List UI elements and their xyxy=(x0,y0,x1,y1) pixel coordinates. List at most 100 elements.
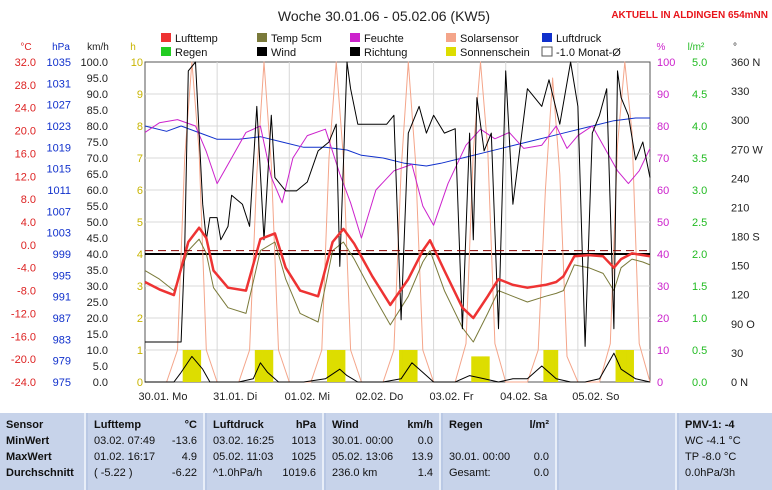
sunshine-bar xyxy=(626,350,631,382)
stats-pmv-head: PMV-1: -4 xyxy=(685,419,735,431)
hpa-tick-label: 983 xyxy=(53,334,71,346)
direction-tick-label: 240 xyxy=(731,173,749,185)
legend-swatch-temp5cm xyxy=(257,33,267,42)
wind-max-value: 13.9 xyxy=(411,451,433,463)
luftdruck-avg-value: 1019.6 xyxy=(282,467,316,479)
sunshine-bar xyxy=(482,356,487,382)
x-tick-label: 30.01. Mo xyxy=(139,391,188,403)
direction-axis-unit: ° xyxy=(733,42,737,53)
legend-label-lufttemp: Lufttemp xyxy=(175,33,218,45)
hpa-tick-label: 1011 xyxy=(47,185,71,197)
kmh-tick-label: 60.0 xyxy=(87,185,108,197)
legend-label-sonne: Sonnenschein xyxy=(460,47,530,59)
x-tick-label: 02.02. Do xyxy=(356,391,404,403)
hpa-tick-label: 1019 xyxy=(47,142,71,154)
direction-tick-label: 120 xyxy=(731,290,749,302)
stats-sensor-head: Sensor xyxy=(6,419,44,431)
percent-tick-label: 100 xyxy=(657,57,675,69)
legend-swatch-luftdruck xyxy=(542,33,552,42)
stats-empty-column xyxy=(559,413,677,490)
celsius-tick-label: 24.0 xyxy=(15,103,36,115)
kmh-tick-label: 15.0 xyxy=(87,329,108,341)
rain-tick-label: 1.0 xyxy=(692,313,707,325)
percent-tick-label: 50 xyxy=(657,217,669,229)
legend-swatch-lufttemp xyxy=(161,33,171,42)
stats-label-min: MinWert xyxy=(6,435,50,447)
hours-tick-label: 2 xyxy=(137,313,143,325)
hours-tick-label: 10 xyxy=(131,57,143,69)
luftdruck-trend: ^1.0hPa/h xyxy=(213,467,263,479)
kmh-tick-label: 55.0 xyxy=(87,201,108,213)
kmh-tick-label: 50.0 xyxy=(87,217,108,229)
legend-label-luftdruck: Luftdruck xyxy=(556,33,602,45)
rain-tick-label: 3.0 xyxy=(692,185,707,197)
celsius-tick-label: 20.0 xyxy=(15,126,36,138)
legend-label-wind: Wind xyxy=(271,47,296,59)
direction-tick-label: 210 xyxy=(731,202,749,214)
rain-tick-label: 2.0 xyxy=(692,249,707,261)
kmh-tick-label: 20.0 xyxy=(87,313,108,325)
kmh-tick-label: 90.0 xyxy=(87,89,108,101)
pmv-dewpoint: TP -8.0 °C xyxy=(685,451,737,463)
hours-tick-label: 5 xyxy=(137,217,143,229)
legend: Lufttemp Temp 5cm Feuchte Solarsensor Luftdr… xyxy=(161,33,621,59)
sunshine-bar xyxy=(399,350,404,382)
x-tick-label: 31.01. Di xyxy=(213,391,257,403)
legend-swatch-feuchte xyxy=(350,33,360,42)
kmh-axis-unit: km/h xyxy=(87,42,109,53)
rain-axis-unit: l/m² xyxy=(688,42,705,53)
kmh-tick-label: 45.0 xyxy=(87,233,108,245)
stats-pmv-column: PMV-1: -4 WC -4.1 °C TP -8.0 °C 0.0hPa/3… xyxy=(679,413,772,490)
hours-tick-label: 1 xyxy=(137,345,143,357)
sunshine-bar xyxy=(186,350,191,382)
hours-tick-label: 8 xyxy=(137,121,143,133)
rain-tick-label: 3.5 xyxy=(692,153,707,165)
sunshine-bar xyxy=(269,350,274,382)
series-lines xyxy=(144,61,651,383)
hours-tick-label: 7 xyxy=(137,153,143,165)
stats-lufttemp-column: Lufttemp °C 03.02. 07:49 -13.6 01.02. 16:1… xyxy=(88,413,205,490)
wind-distance: 236.0 km xyxy=(332,467,378,479)
percent-tick-label: 80 xyxy=(657,121,669,133)
rain-tick-label: 0.5 xyxy=(692,345,707,357)
sunshine-bar xyxy=(182,350,187,382)
sunshine-bar xyxy=(402,350,407,382)
weather-chart: Woche 30.01.06 - 05.02.06 (KW5) AKTUELL … xyxy=(0,0,772,413)
x-tick-label: 03.02. Fr xyxy=(430,391,474,403)
kmh-tick-label: 70.0 xyxy=(87,153,108,165)
series-richtung xyxy=(145,61,651,347)
kmh-tick-label: 25.0 xyxy=(87,297,108,309)
sunshine-bar xyxy=(615,350,620,382)
legend-label-temp5cm: Temp 5cm xyxy=(271,33,322,45)
legend-swatch-solar xyxy=(446,33,456,42)
lufttemp-min-value: -13.6 xyxy=(171,435,197,447)
hpa-tick-label: 995 xyxy=(53,270,71,282)
percent-axis-unit: % xyxy=(657,42,666,53)
series-luftdruck xyxy=(144,117,650,167)
sunshine-bar xyxy=(254,350,259,382)
hpa-tick-label: 1035 xyxy=(47,57,71,69)
sunshine-bar xyxy=(406,350,411,382)
hpa-tick-label: 999 xyxy=(53,249,71,261)
kmh-tick-label: 10.0 xyxy=(87,345,108,357)
pmv-windchill: WC -4.1 °C xyxy=(685,435,741,447)
stats-label-max: MaxWert xyxy=(6,451,52,463)
direction-tick-label: 330 xyxy=(731,86,749,98)
hours-axis-unit: h xyxy=(130,42,136,53)
hpa-tick-label: 1003 xyxy=(47,228,71,240)
chart-title: Woche 30.01.06 - 05.02.06 (KW5) xyxy=(278,8,490,24)
kmh-tick-label: 80.0 xyxy=(87,121,108,133)
series-feuchte xyxy=(144,119,651,239)
celsius-tick-label: 0.0 xyxy=(21,240,36,252)
wind-min-time: 30.01. 00:00 xyxy=(332,435,394,447)
percent-tick-label: 10 xyxy=(657,345,669,357)
celsius-tick-label: 4.0 xyxy=(21,217,36,229)
stats-regen-unit: l/m² xyxy=(529,419,549,431)
rain-tick-label: 5.0 xyxy=(692,57,707,69)
stats-regen-column: Regen l/m² 30.01. 00:00 0.0 Gesamt: 0.0 xyxy=(443,413,557,490)
hours-tick-label: 4 xyxy=(137,249,143,261)
kmh-tick-label: 40.0 xyxy=(87,249,108,261)
hours-tick-label: 9 xyxy=(137,89,143,101)
kmh-tick-label: 30.0 xyxy=(87,281,108,293)
celsius-tick-label: 8.0 xyxy=(21,194,36,206)
